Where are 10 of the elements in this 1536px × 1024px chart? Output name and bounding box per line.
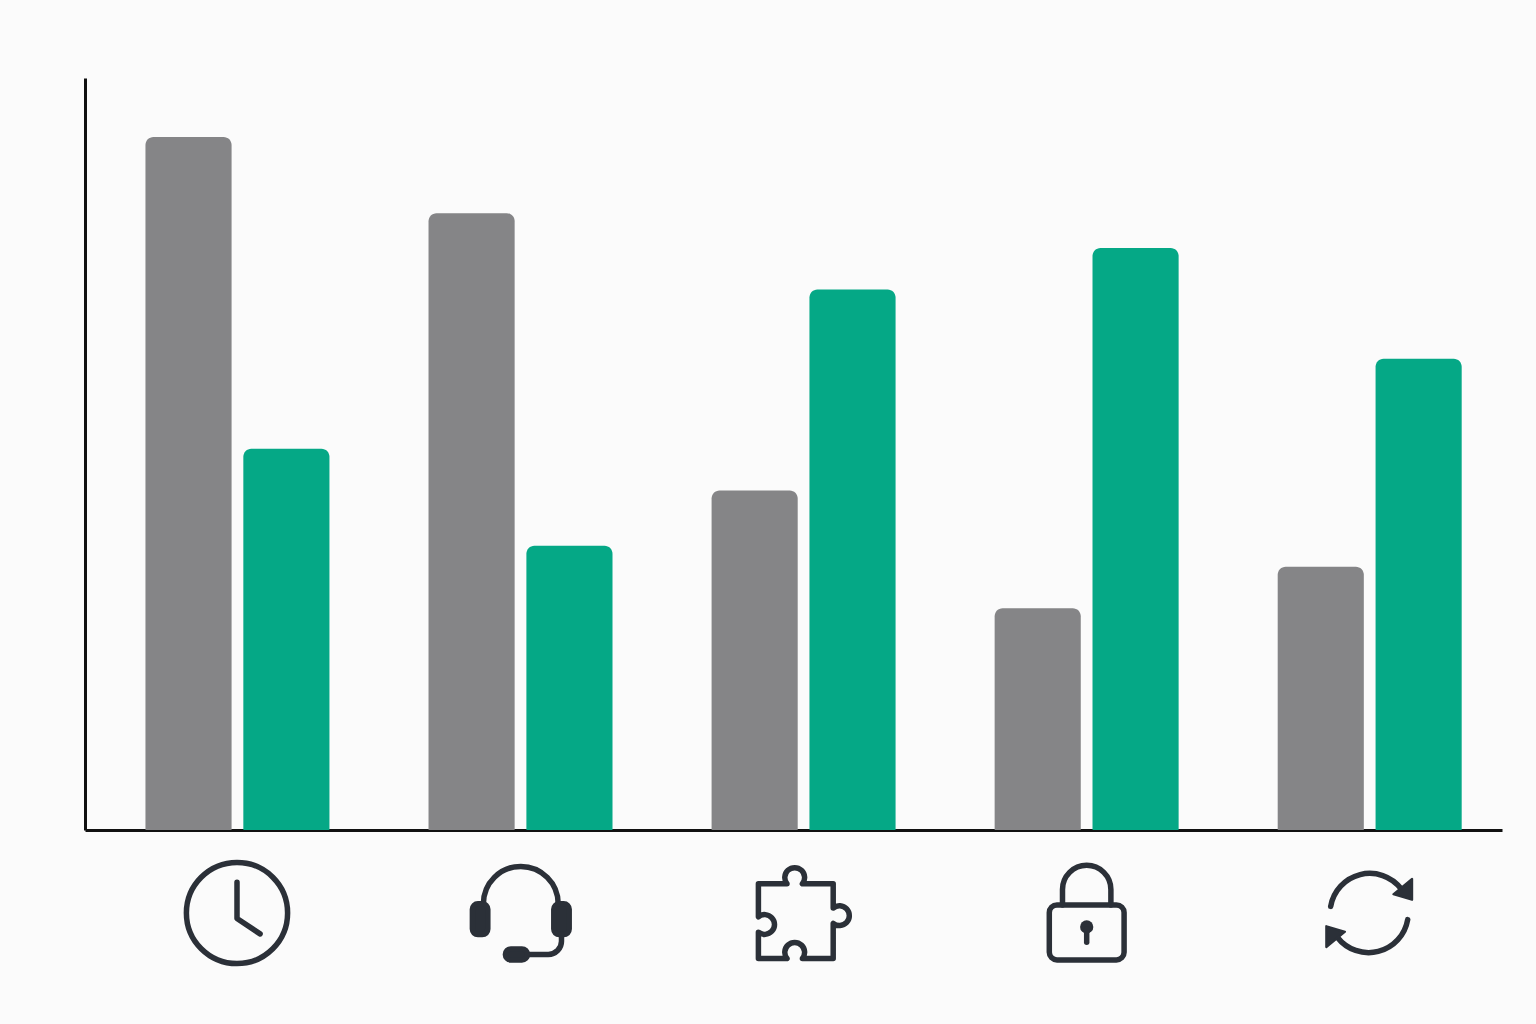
bar (526, 545, 613, 830)
bar (243, 448, 330, 830)
bar (1277, 566, 1364, 830)
bar (1092, 247, 1179, 830)
bar (1375, 358, 1462, 830)
bar (994, 608, 1081, 830)
bar (145, 137, 232, 830)
bar (711, 490, 798, 830)
bar (809, 289, 896, 830)
bar (428, 213, 515, 830)
